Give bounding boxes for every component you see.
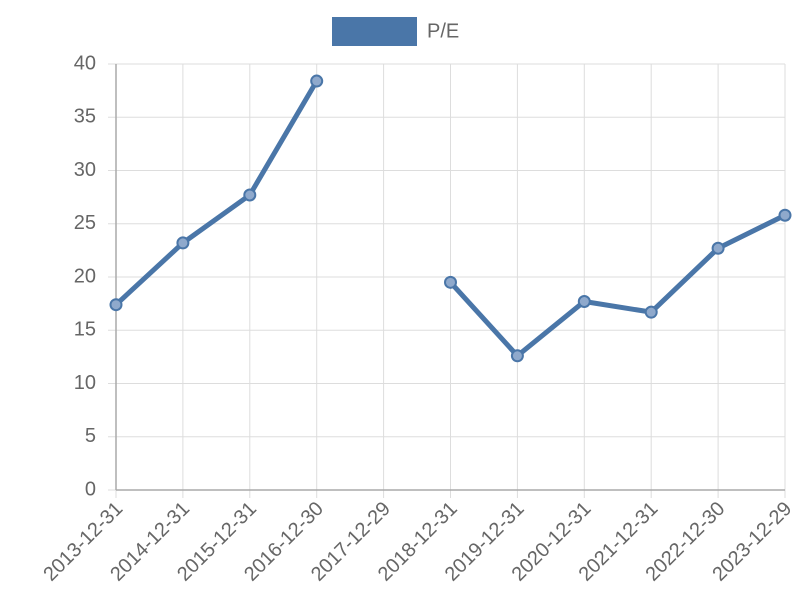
y-tick-label: 25 (74, 212, 96, 234)
point (310, 74, 324, 88)
y-tick-label: 15 (74, 319, 96, 341)
point (711, 241, 725, 255)
y-tick-label: 10 (74, 372, 96, 394)
point (444, 275, 457, 289)
y-tick-label: 5 (85, 425, 96, 447)
point (577, 294, 591, 308)
y-tick-label: 0 (85, 478, 96, 500)
legend-swatch (332, 17, 417, 46)
y-tick-label: 30 (74, 159, 96, 181)
y-tick-label: 20 (74, 265, 96, 287)
point (778, 208, 792, 222)
point (510, 349, 524, 363)
y-tick-label: 40 (74, 52, 96, 74)
line (114, 79, 787, 359)
y-tick-label: 35 (74, 106, 96, 128)
point (644, 305, 658, 319)
point (243, 188, 257, 202)
point (109, 298, 123, 312)
legend-label: P/E (427, 20, 459, 42)
point (176, 236, 190, 250)
